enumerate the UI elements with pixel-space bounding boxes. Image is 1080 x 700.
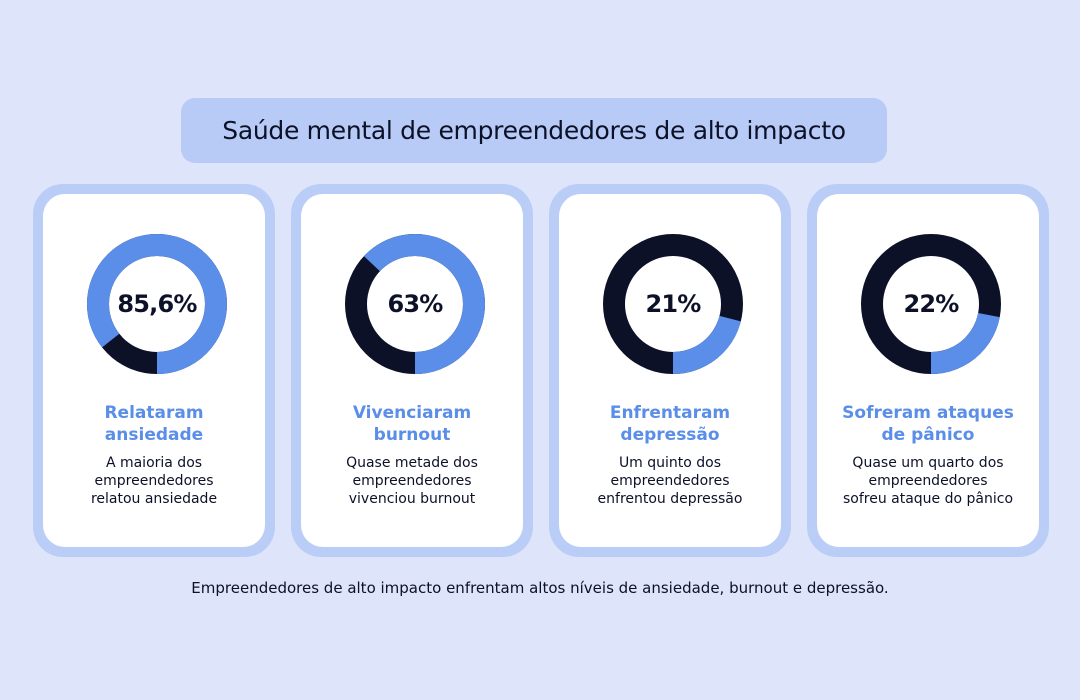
donut-svg bbox=[603, 234, 743, 374]
card-body: 21% Enfrentaram depressão Um quinto dos … bbox=[559, 194, 781, 547]
donut-value-label: 85,6% bbox=[117, 290, 197, 318]
donut-svg bbox=[87, 234, 227, 374]
card-description: Um quinto dos empreendedores enfrentou d… bbox=[569, 454, 771, 508]
card-heading-line: Relataram bbox=[104, 403, 204, 423]
card-description-line: Um quinto dos bbox=[618, 455, 722, 471]
card-description-line: empreendedores bbox=[352, 473, 472, 489]
card-heading-line: Vivenciaram bbox=[352, 403, 472, 423]
donut-slice-value bbox=[87, 234, 227, 374]
stat-card-depression: 21% Enfrentaram depressão Um quinto dos … bbox=[549, 184, 791, 557]
stat-card-burnout: 63% Vivenciaram burnout Quase metade dos… bbox=[291, 184, 533, 557]
card-heading-line: ansiedade bbox=[104, 425, 204, 445]
donut-svg bbox=[345, 234, 485, 374]
donut-chart-depression: 21% bbox=[603, 234, 743, 374]
card-body: 22% Sofreram ataques de pânico Quase um … bbox=[817, 194, 1039, 547]
card-description-line: empreendedores bbox=[94, 473, 214, 489]
donut-svg bbox=[861, 234, 1001, 374]
card-description: Quase um quarto dos empreendedores sofre… bbox=[827, 454, 1029, 508]
donut-value-label: 22% bbox=[903, 290, 959, 318]
footer-caption: Empreendedores de alto impacto enfrentam… bbox=[191, 579, 889, 597]
donut-value-label: 63% bbox=[387, 290, 443, 318]
page-title: Saúde mental de empreendedores de alto i… bbox=[222, 116, 846, 145]
card-heading-line: Sofreram ataques bbox=[842, 403, 1014, 423]
card-heading: Sofreram ataques de pânico bbox=[825, 402, 1031, 446]
donut-slice-value bbox=[603, 234, 743, 374]
donut-chart-panic: 22% bbox=[861, 234, 1001, 374]
donut-value-label: 21% bbox=[645, 290, 701, 318]
title-banner: Saúde mental de empreendedores de alto i… bbox=[181, 98, 887, 163]
card-heading-line: burnout bbox=[373, 425, 451, 445]
card-description: Quase metade dos empreendedores vivencio… bbox=[311, 454, 513, 508]
card-heading: Relataram ansiedade bbox=[51, 402, 257, 446]
card-description-line: empreendedores bbox=[868, 473, 988, 489]
card-body: 63% Vivenciaram burnout Quase metade dos… bbox=[301, 194, 523, 547]
card-description-line: enfrentou depressão bbox=[597, 491, 743, 507]
card-description-line: Quase um quarto dos bbox=[852, 455, 1004, 471]
stat-card-anxiety: 85,6% Relataram ansiedade A maioria dos … bbox=[33, 184, 275, 557]
donut-slice-value bbox=[345, 234, 485, 374]
card-description: A maioria dos empreendedores relatou ans… bbox=[53, 454, 255, 508]
card-description-line: empreendedores bbox=[610, 473, 730, 489]
card-description-line: relatou ansiedade bbox=[90, 491, 218, 507]
stat-card-panic: 22% Sofreram ataques de pânico Quase um … bbox=[807, 184, 1049, 557]
card-heading: Enfrentaram depressão bbox=[567, 402, 773, 446]
card-heading-line: Enfrentaram bbox=[609, 403, 731, 423]
card-description-line: vivenciou burnout bbox=[348, 491, 476, 507]
card-description-line: sofreu ataque do pânico bbox=[842, 491, 1014, 507]
card-heading-line: depressão bbox=[620, 425, 720, 445]
donut-chart-burnout: 63% bbox=[345, 234, 485, 374]
card-description-line: Quase metade dos bbox=[346, 455, 478, 471]
card-description-line: A maioria dos bbox=[105, 455, 203, 471]
donut-slice-value bbox=[861, 234, 1001, 374]
card-heading-line: de pânico bbox=[881, 425, 975, 445]
card-heading: Vivenciaram burnout bbox=[309, 402, 515, 446]
donut-chart-anxiety: 85,6% bbox=[87, 234, 227, 374]
card-body: 85,6% Relataram ansiedade A maioria dos … bbox=[43, 194, 265, 547]
